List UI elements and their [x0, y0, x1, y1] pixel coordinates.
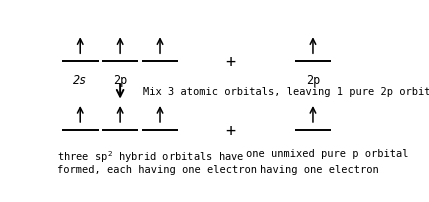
Text: +: + — [225, 53, 235, 70]
Text: 2p: 2p — [113, 74, 127, 87]
Text: formed, each having one electron: formed, each having one electron — [57, 164, 257, 174]
Text: Mix 3 atomic orbitals, leaving 1 pure 2p orbital: Mix 3 atomic orbitals, leaving 1 pure 2p… — [143, 87, 429, 97]
Text: having one electron: having one electron — [260, 164, 378, 174]
Text: +: + — [225, 121, 235, 139]
Text: 2p: 2p — [306, 74, 320, 87]
Text: one unmixed pure p orbital: one unmixed pure p orbital — [246, 149, 409, 159]
Text: three sp$^2$ hybrid orbitals have: three sp$^2$ hybrid orbitals have — [57, 149, 245, 164]
Text: 2s: 2s — [73, 74, 88, 87]
